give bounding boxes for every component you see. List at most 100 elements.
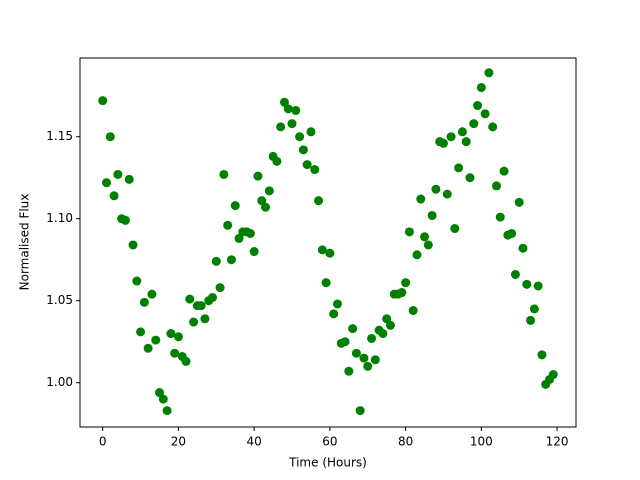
- data-point: [457, 127, 467, 137]
- data-point: [287, 119, 297, 129]
- data-point: [382, 314, 392, 324]
- data-point: [473, 101, 483, 111]
- data-point: [298, 145, 308, 155]
- data-point: [412, 250, 422, 260]
- x-tick-label: 60: [322, 435, 337, 449]
- data-point: [548, 370, 558, 380]
- x-axis-label: Time (Hours): [288, 456, 367, 470]
- data-point: [272, 156, 282, 166]
- data-point: [332, 299, 342, 309]
- data-point: [454, 163, 464, 173]
- data-point: [431, 184, 441, 194]
- data-point: [136, 327, 146, 337]
- data-point: [325, 248, 335, 258]
- data-point: [276, 122, 286, 132]
- data-point: [404, 227, 414, 237]
- data-point: [507, 228, 517, 238]
- data-point: [518, 243, 528, 253]
- data-point: [401, 278, 411, 288]
- data-point: [537, 350, 547, 360]
- data-point: [469, 119, 479, 129]
- y-axis-label: Normalised Flux: [18, 194, 32, 291]
- data-point: [499, 166, 509, 176]
- data-point: [344, 366, 354, 376]
- data-point: [158, 394, 168, 404]
- data-point: [283, 104, 293, 114]
- data-point: [249, 247, 259, 257]
- data-point: [181, 356, 191, 366]
- data-point: [348, 324, 358, 334]
- data-point: [529, 304, 539, 314]
- data-point: [105, 132, 115, 142]
- data-point: [442, 189, 452, 199]
- data-point: [230, 201, 240, 211]
- data-point: [98, 96, 108, 106]
- data-point: [196, 301, 206, 311]
- data-point: [446, 132, 456, 142]
- data-point: [189, 317, 199, 327]
- x-tick-label: 0: [99, 435, 107, 449]
- data-point: [291, 105, 301, 115]
- y-tick-label: 1.05: [46, 293, 73, 307]
- data-point: [139, 297, 149, 307]
- data-point: [173, 332, 183, 342]
- data-point: [420, 232, 430, 242]
- data-point: [113, 169, 123, 179]
- data-point: [408, 306, 418, 316]
- data-point: [495, 212, 505, 222]
- data-point: [155, 388, 165, 398]
- data-point: [385, 320, 395, 330]
- data-point: [491, 181, 501, 191]
- data-point: [317, 245, 327, 255]
- data-point: [340, 337, 350, 347]
- data-point: [355, 406, 365, 416]
- plot-frame: [79, 57, 577, 428]
- data-point: [264, 186, 274, 196]
- data-point: [359, 353, 369, 363]
- data-point: [367, 333, 377, 343]
- data-point: [261, 202, 271, 212]
- data-point: [310, 165, 320, 175]
- data-point: [223, 220, 233, 230]
- data-point: [245, 228, 255, 238]
- data-point: [147, 289, 157, 299]
- data-point: [120, 215, 130, 225]
- data-point: [208, 292, 218, 302]
- data-point: [132, 276, 142, 286]
- data-point: [370, 355, 380, 365]
- data-point: [128, 240, 138, 250]
- data-point: [480, 109, 490, 119]
- y-tick-label: 1.10: [46, 211, 73, 225]
- data-point: [423, 240, 433, 250]
- x-tick-label: 80: [398, 435, 413, 449]
- data-point: [476, 83, 486, 93]
- data-point: [162, 406, 172, 416]
- data-point: [427, 210, 437, 220]
- data-point: [151, 335, 161, 345]
- data-point: [279, 97, 289, 107]
- data-point: [302, 160, 312, 170]
- data-point: [102, 178, 112, 188]
- data-point: [109, 191, 119, 201]
- data-point: [416, 194, 426, 204]
- data-point: [522, 279, 532, 289]
- data-point: [200, 314, 210, 324]
- y-tick-label: 1.00: [46, 375, 73, 389]
- data-point: [314, 196, 324, 206]
- data-point: [329, 309, 339, 319]
- x-tick-label: 120: [546, 435, 569, 449]
- data-point: [351, 348, 361, 358]
- data-point: [257, 196, 267, 206]
- data-point: [211, 256, 221, 266]
- data-point: [363, 361, 373, 371]
- data-point: [488, 122, 498, 132]
- data-point: [215, 283, 225, 293]
- data-point: [450, 224, 460, 234]
- data-point: [533, 281, 543, 291]
- y-tick-label: 1.15: [46, 129, 73, 143]
- data-point: [170, 348, 180, 358]
- data-point: [295, 132, 305, 142]
- data-point: [321, 278, 331, 288]
- data-point: [185, 294, 195, 304]
